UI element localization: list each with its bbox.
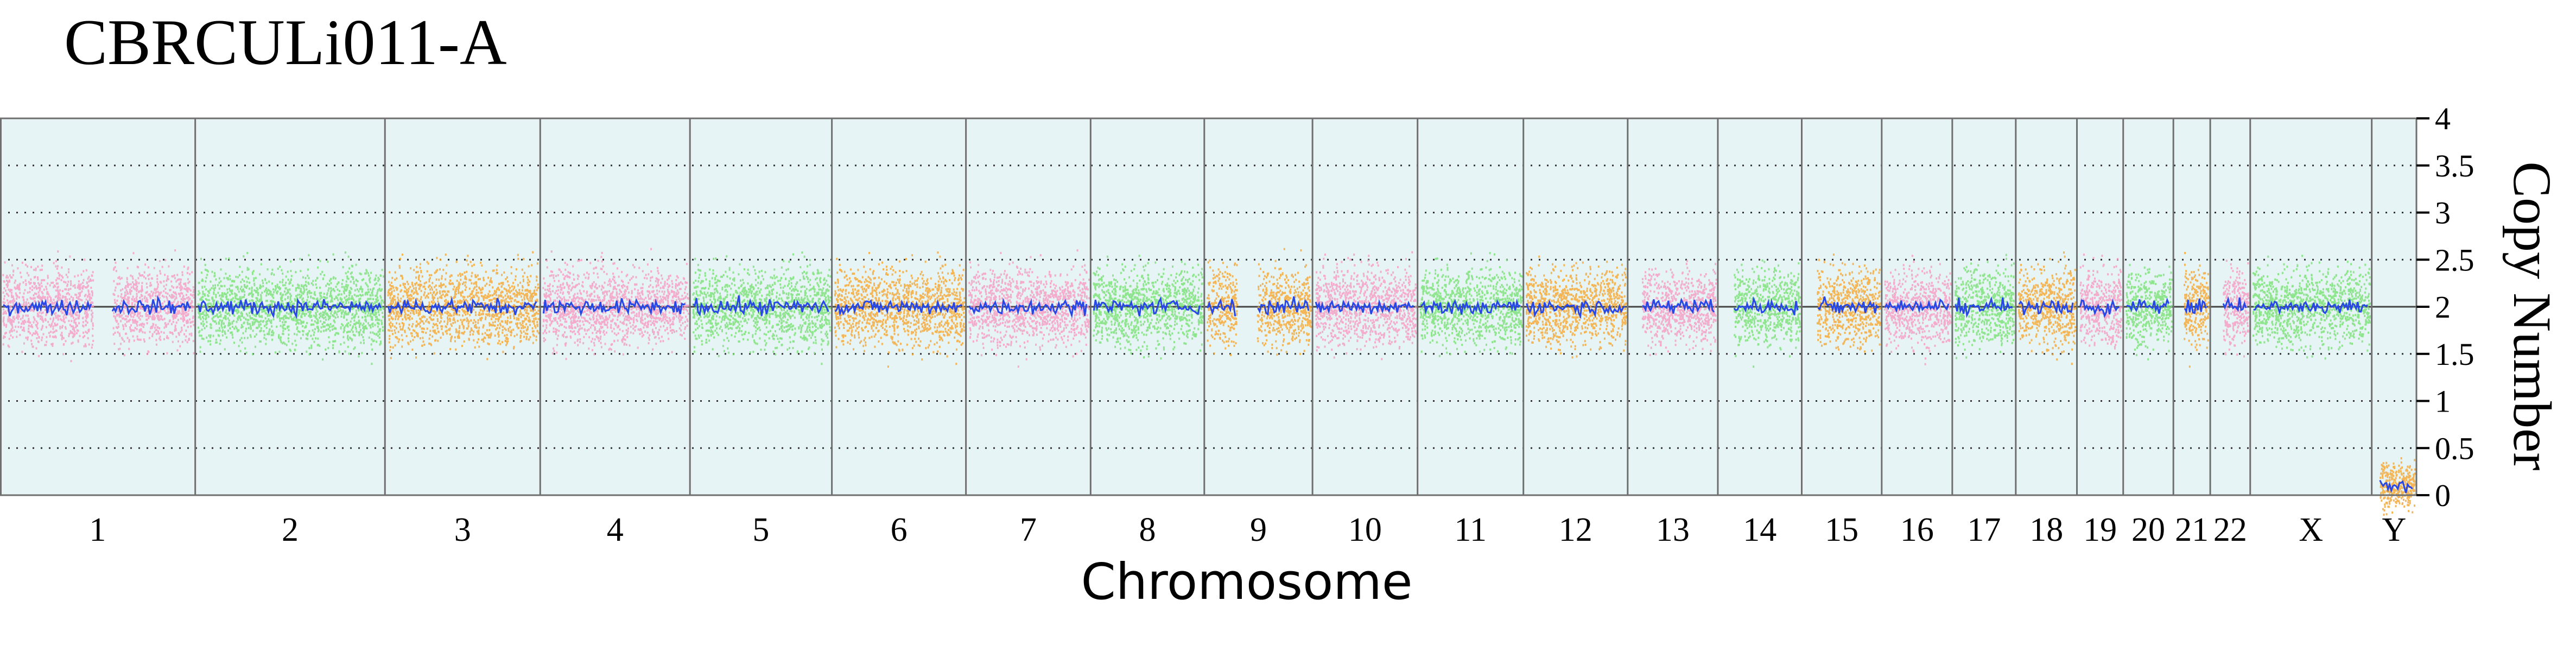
chrom-label-1: 1: [89, 511, 106, 548]
segment-chr2: [198, 298, 382, 319]
segment-lines: [3, 295, 2413, 494]
chrom-label-Y: Y: [2382, 511, 2406, 548]
segment-chr22: [2222, 296, 2247, 312]
segment-chr21: [2184, 298, 2207, 314]
segment-chr12: [1526, 300, 1625, 319]
x-axis-chromosome-labels: 1 2 3 4 5 6 7 8 9 10 11 12 13 14 15 16 17 18 19 20 21 22 X Y: [89, 511, 2406, 548]
segment-chrY: [2379, 479, 2413, 494]
chart-title: CBRCULi011-A: [64, 6, 507, 78]
chrom-label-21: 21: [2175, 511, 2209, 548]
y-tick-label-3: 3: [2435, 195, 2451, 231]
segment-chr8: [1093, 296, 1201, 317]
segment-chr6: [834, 299, 962, 317]
segment-chr10: [1315, 299, 1414, 314]
y-axis-label: Copy Number: [2502, 161, 2562, 470]
points-chr7: [968, 249, 1090, 368]
points-chr2: [197, 251, 385, 365]
points-chr21: [2184, 252, 2210, 368]
segment-chr11: [1420, 298, 1521, 315]
chrom-label-X: X: [2299, 511, 2323, 548]
x-axis-label: Chromosome: [1081, 553, 1413, 611]
chrom-label-2: 2: [282, 511, 299, 548]
y-tick-label-0.5: 0.5: [2435, 431, 2475, 466]
y-tick-label-1: 1: [2435, 384, 2451, 419]
segment-chr16: [1884, 298, 1950, 313]
chrom-label-4: 4: [607, 511, 624, 548]
segment-chrX: [2253, 299, 2368, 315]
points-chr5: [692, 251, 832, 365]
chrom-label-16: 16: [1900, 511, 1934, 548]
chrom-label-8: 8: [1139, 511, 1156, 548]
chrom-label-3: 3: [454, 511, 471, 548]
segment-chr9: [1207, 296, 1310, 317]
points-chrX: [2253, 255, 2371, 360]
y-tick-label-3.5: 3.5: [2435, 148, 2475, 184]
chrom-label-19: 19: [2083, 511, 2117, 548]
chrom-label-5: 5: [752, 511, 769, 548]
chrom-label-15: 15: [1825, 511, 1858, 548]
chrom-label-7: 7: [1020, 511, 1037, 548]
chrom-label-10: 10: [1348, 511, 1382, 548]
chrom-label-17: 17: [1967, 511, 2001, 548]
y-tick-label-2.5: 2.5: [2435, 242, 2475, 277]
points-chr14: [1734, 259, 1801, 368]
segment-chr15: [1817, 296, 1879, 314]
y-axis: 4 3.5 3 2.5 2 1.5 1 0.5 0: [2416, 101, 2475, 513]
y-tick-label-0: 0: [2435, 478, 2451, 513]
segment-chr7: [968, 298, 1088, 319]
y-tick-label-4: 4: [2435, 101, 2451, 136]
segment-chr20: [2126, 298, 2170, 314]
segment-chr4: [542, 298, 686, 317]
chrom-label-14: 14: [1743, 511, 1776, 548]
segment-chr14: [1733, 296, 1799, 315]
points-chr1: [2, 249, 195, 362]
segment-chr13: [1642, 298, 1715, 314]
chrom-label-11: 11: [1454, 511, 1487, 548]
chrom-label-12: 12: [1559, 511, 1592, 548]
segment-chr3: [387, 296, 537, 316]
chrom-label-6: 6: [891, 511, 908, 548]
chrom-label-9: 9: [1250, 511, 1267, 548]
chrom-label-22: 22: [2213, 511, 2247, 548]
chrom-label-13: 13: [1656, 511, 1690, 548]
points-chr16: [1884, 255, 1952, 365]
chrom-label-20: 20: [2131, 511, 2165, 548]
y-tick-label-1.5: 1.5: [2435, 337, 2475, 372]
segment-chr17: [1955, 296, 2013, 318]
y-tick-label-2: 2: [2435, 289, 2451, 325]
chrom-label-18: 18: [2029, 511, 2063, 548]
points-chr20: [2125, 264, 2173, 361]
segment-chr19: [2079, 298, 2120, 318]
segment-chr5: [693, 295, 829, 317]
segment-chr18: [2018, 299, 2074, 315]
segment-chr1: [3, 295, 191, 317]
chromosome-separators: [194, 118, 2373, 495]
